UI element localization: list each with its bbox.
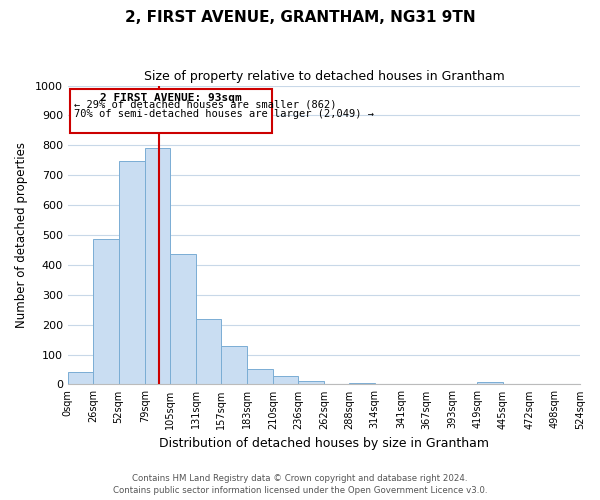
Bar (119, 161, 145, 384)
Title: Size of property relative to detached houses in Grantham: Size of property relative to detached ho… (143, 70, 504, 83)
Bar (196, 318, 221, 384)
Bar (478, 382, 503, 384)
Text: 70% of semi-detached houses are larger (2,049) →: 70% of semi-detached houses are larger (… (74, 110, 374, 120)
Text: 2 FIRST AVENUE: 93sqm: 2 FIRST AVENUE: 93sqm (100, 93, 242, 103)
Bar (93, 239, 119, 384)
Text: ← 29% of detached houses are smaller (862): ← 29% of detached houses are smaller (86… (74, 99, 336, 109)
Bar (68, 372, 93, 384)
Bar (247, 369, 273, 384)
Bar (273, 376, 298, 384)
Y-axis label: Number of detached properties: Number of detached properties (15, 142, 28, 328)
Bar (349, 383, 375, 384)
Bar (170, 254, 196, 384)
Text: 2, FIRST AVENUE, GRANTHAM, NG31 9TN: 2, FIRST AVENUE, GRANTHAM, NG31 9TN (125, 10, 475, 25)
Bar (298, 380, 324, 384)
Bar (221, 346, 247, 385)
Bar (145, 148, 170, 384)
X-axis label: Distribution of detached houses by size in Grantham: Distribution of detached houses by size … (159, 437, 489, 450)
Text: Contains HM Land Registry data © Crown copyright and database right 2024.
Contai: Contains HM Land Registry data © Crown c… (113, 474, 487, 495)
Bar (70, 88, 272, 134)
